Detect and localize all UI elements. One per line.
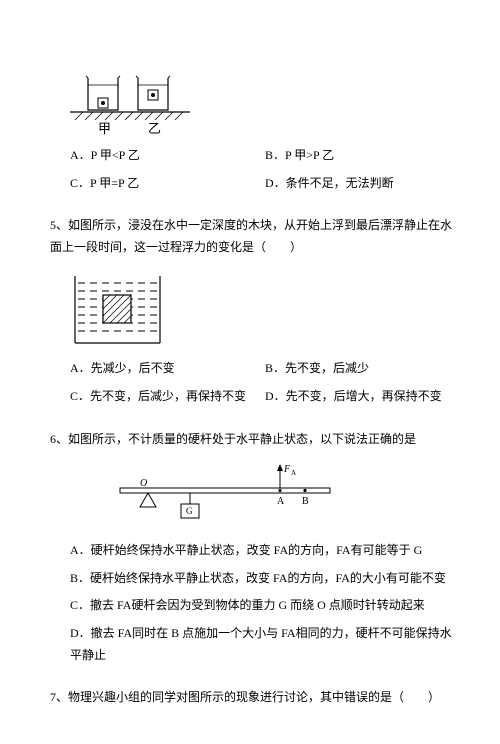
q5-option-c: C．先不变，后减少，再保持不变 <box>70 386 265 408</box>
q6-option-d: D．撤去 FA同时在 B 点施加一个大小与 FA相同的力，硬杆不可能保持水平静止 <box>70 623 460 666</box>
label-a: A <box>277 496 285 507</box>
q6-options: A．硬杆始终保持水平静止状态，改变 FA的方向，FA有可能等于 G B．硬杆始终… <box>70 540 460 672</box>
q6-number: 6、 <box>50 432 68 446</box>
label-fa: F <box>283 464 291 475</box>
q7-text: 物理兴趣小组的同学对图所示的现象进行讨论，其中错误的是（ ） <box>68 690 440 704</box>
q6-figure: O G A B F A <box>110 460 460 530</box>
q4-options: A．P 甲<P 乙 B．P 甲>P 乙 C．P 甲=P 乙 D．条件不足，无法判… <box>70 145 460 200</box>
q7-number: 7、 <box>50 690 68 704</box>
q5: 5、如图所示，浸没在水中一定深度的木块，从开始上浮到最后漂浮静止在水面上一段时间… <box>50 215 460 258</box>
lever-diagram: O G A B F A <box>110 460 340 530</box>
q4-figure: 甲 乙 <box>70 60 460 135</box>
block-in-water-diagram <box>70 268 165 348</box>
q5-option-a: A．先减少，后不变 <box>70 358 265 380</box>
label-yi: 乙 <box>148 121 161 135</box>
label-jia: 甲 <box>98 121 111 135</box>
label-g: G <box>186 506 193 516</box>
beakers-diagram: 甲 乙 <box>70 60 190 135</box>
q4-option-c: C．P 甲=P 乙 <box>70 173 265 195</box>
q5-text: 如图所示，浸没在水中一定深度的木块，从开始上浮到最后漂浮静止在水面上一段时间，这… <box>50 218 452 254</box>
label-b: B <box>302 496 309 507</box>
q5-option-d: D．先不变，后增大，再保持不变 <box>265 386 460 408</box>
q5-number: 5、 <box>50 218 68 232</box>
q4-option-b: B．P 甲>P 乙 <box>265 145 460 167</box>
q5-options: A．先减少，后不变 B．先不变，后减少 C．先不变，后减少，再保持不变 D．先不… <box>70 358 460 413</box>
q4-option-a: A．P 甲<P 乙 <box>70 145 265 167</box>
q6-option-b: B．硬杆始终保持水平静止状态，改变 FA的方向，FA的大小有可能不变 <box>70 568 460 590</box>
q6-option-a: A．硬杆始终保持水平静止状态，改变 FA的方向，FA有可能等于 G <box>70 540 460 562</box>
q7: 7、物理兴趣小组的同学对图所示的现象进行讨论，其中错误的是（ ） <box>50 687 460 709</box>
q6-text: 如图所示，不计质量的硬杆处于水平静止状态，以下说法正确的是 <box>68 432 416 446</box>
label-o: O <box>140 478 147 489</box>
q4-option-d: D．条件不足，无法判断 <box>265 173 460 195</box>
q5-figure <box>70 268 460 348</box>
q5-option-b: B．先不变，后减少 <box>265 358 460 380</box>
q6-option-c: C．撤去 FA硬杆会因为受到物体的重力 G 而绕 O 点顺时针转动起来 <box>70 595 460 617</box>
label-fa-sub: A <box>291 469 296 477</box>
q6: 6、如图所示，不计质量的硬杆处于水平静止状态，以下说法正确的是 <box>50 429 460 451</box>
